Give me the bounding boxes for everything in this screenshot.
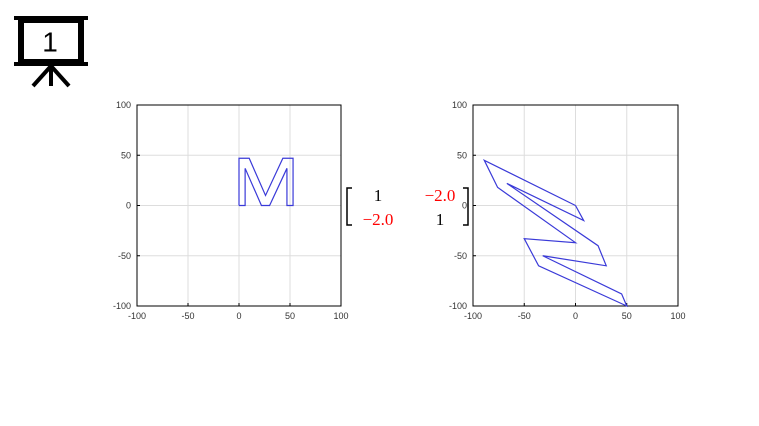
x-tick-label: 100	[333, 311, 348, 321]
x-tick-label: 100	[670, 311, 685, 321]
series-line	[238, 157, 294, 207]
series-line	[482, 158, 628, 308]
plot-frame	[472, 104, 679, 307]
x-tick-label: 0	[236, 311, 241, 321]
matrix	[346, 187, 469, 226]
matrix-entry: −2.0	[363, 210, 394, 229]
y-tick-label: 0	[462, 201, 467, 211]
x-tick-label: 50	[285, 311, 295, 321]
y-tick-label: -50	[118, 251, 131, 261]
y-tick-label: -100	[449, 301, 467, 311]
y-tick-label: 50	[121, 150, 131, 160]
y-tick-label: -50	[454, 251, 467, 261]
matrix-entry: 1	[374, 186, 383, 205]
x-tick-label: 0	[573, 311, 578, 321]
plot-frame	[136, 104, 342, 307]
y-tick-label: -100	[113, 301, 131, 311]
x-tick-label: 50	[622, 311, 632, 321]
x-tick-label: -100	[464, 311, 482, 321]
y-tick-label: 50	[457, 150, 467, 160]
x-tick-label: -50	[518, 311, 531, 321]
x-tick-label: -50	[181, 311, 194, 321]
matrix-entry: 1	[436, 210, 445, 229]
x-tick-label: -100	[128, 311, 146, 321]
y-tick-label: 100	[116, 100, 131, 110]
y-tick-label: 0	[126, 201, 131, 211]
matrix-entry: −2.0	[425, 186, 456, 205]
slide-icon: 1	[14, 16, 88, 88]
y-tick-label: 100	[452, 100, 467, 110]
slide-number: 1	[42, 26, 58, 57]
